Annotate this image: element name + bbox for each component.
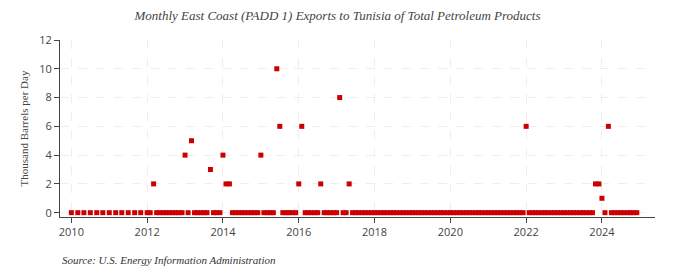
svg-text:10: 10: [39, 61, 52, 76]
svg-text:2020: 2020: [438, 224, 463, 239]
svg-text:2018: 2018: [362, 224, 387, 239]
svg-text:Monthly East Coast (PADD 1) Ex: Monthly East Coast (PADD 1) Exports to T…: [133, 8, 540, 23]
svg-text:2012: 2012: [135, 224, 160, 239]
svg-text:Thousand Barrels per Day: Thousand Barrels per Day: [18, 70, 30, 186]
svg-text:2014: 2014: [210, 224, 236, 239]
svg-text:0: 0: [46, 205, 52, 220]
svg-text:Source: U.S. Energy Informatio: Source: U.S. Energy Information Administ…: [62, 254, 276, 266]
svg-text:2024: 2024: [589, 224, 615, 239]
svg-text:2: 2: [46, 176, 52, 191]
svg-text:8: 8: [46, 89, 52, 104]
svg-text:6: 6: [46, 118, 52, 133]
svg-text:2022: 2022: [514, 224, 539, 239]
svg-text:12: 12: [39, 32, 52, 47]
svg-text:2010: 2010: [59, 224, 84, 239]
svg-text:2016: 2016: [286, 224, 311, 239]
svg-text:4: 4: [46, 147, 53, 162]
